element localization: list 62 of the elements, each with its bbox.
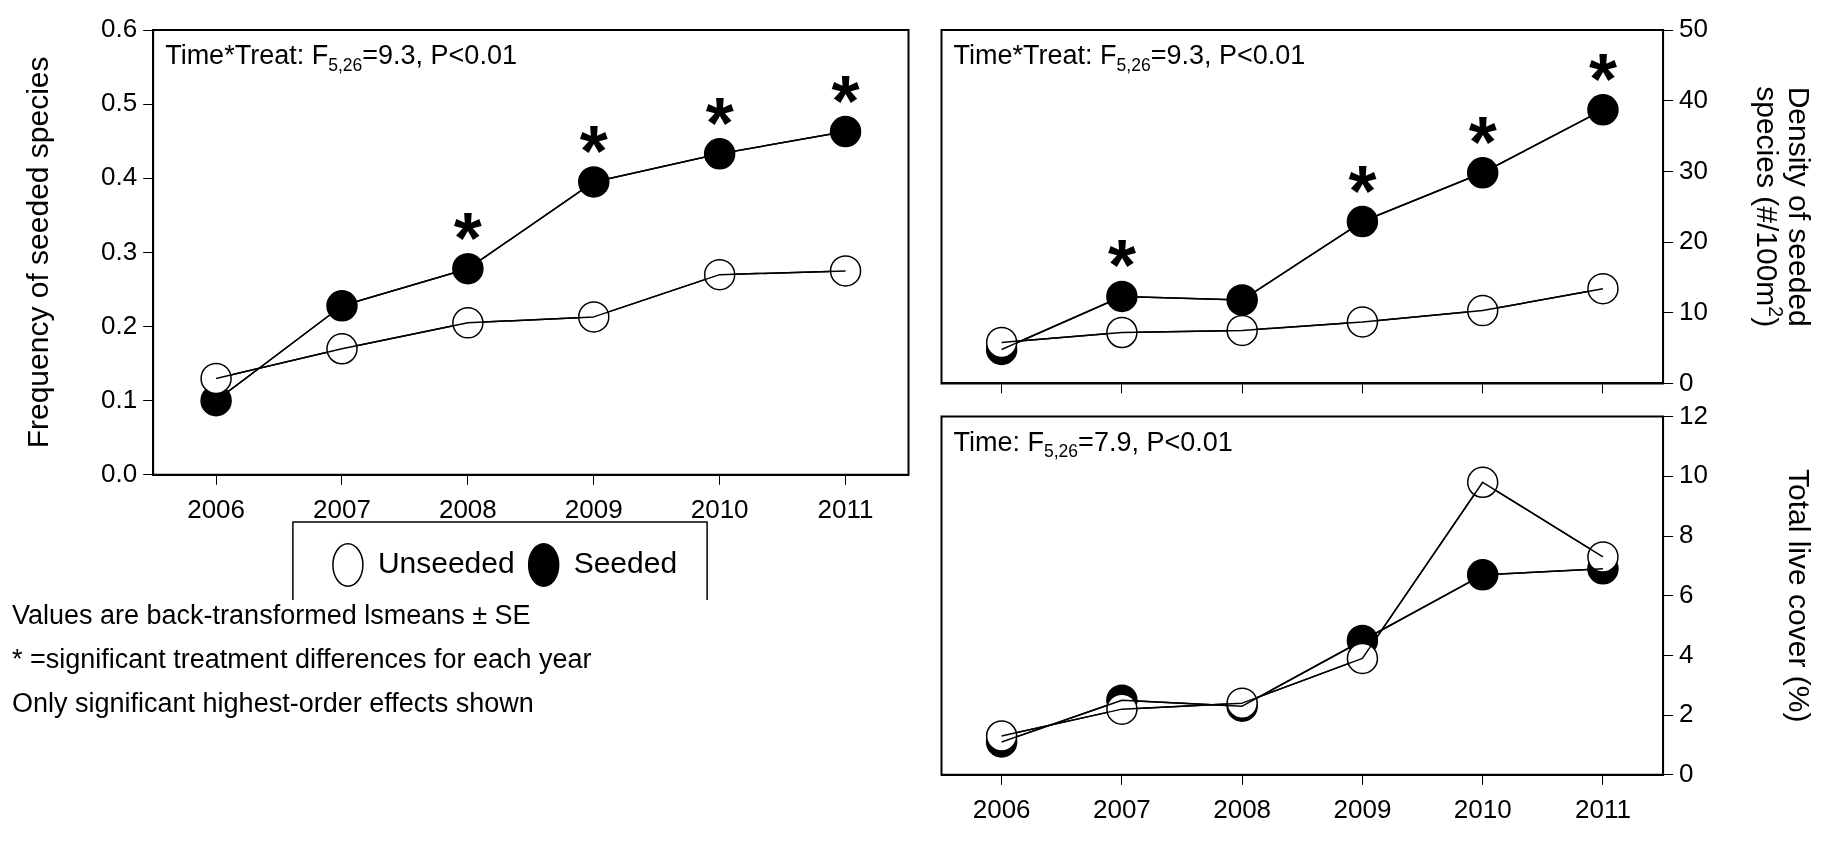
y-tick-label: 20 — [1679, 225, 1708, 256]
annotation: * — [1107, 225, 1136, 306]
annotation: * — [705, 82, 734, 163]
y-tick-label: 12 — [1679, 399, 1708, 430]
x-tick-label: 2008 — [438, 493, 497, 524]
point — [829, 115, 862, 148]
point — [1346, 205, 1379, 238]
annotation: * — [1588, 38, 1617, 119]
x-tick-label: 2010 — [690, 493, 749, 524]
x-tick-label: 2011 — [1574, 793, 1631, 824]
annotation: * — [1468, 101, 1497, 182]
x-tick-label: 2009 — [564, 493, 623, 524]
x-tick-label: 2011 — [817, 493, 874, 524]
y-tick-label: 0.2 — [100, 309, 138, 340]
y-tick-label: 4 — [1679, 638, 1694, 669]
y-tick-label: 10 — [1679, 459, 1708, 490]
y-tick-label: 0.5 — [100, 87, 138, 118]
y-tick-label: 8 — [1679, 519, 1694, 550]
text: Only significant highest-order effects shown — [12, 688, 534, 719]
y-axis-title: Frequency of seeded species — [21, 56, 54, 449]
point — [1466, 157, 1499, 189]
annotation: * — [1348, 150, 1377, 231]
y-tick-label: 0 — [1679, 366, 1694, 397]
point — [1106, 280, 1138, 313]
x-tick-label: 2008 — [1213, 793, 1272, 824]
legend-label: Unseeded — [377, 546, 515, 580]
text: Values are back-transformed lsmeans ± SE — [12, 600, 531, 631]
annotation: * — [831, 60, 860, 141]
legend-label: Seeded — [573, 546, 678, 580]
x-tick-label: 2007 — [1092, 793, 1151, 824]
point — [326, 290, 358, 322]
x-tick-label: 2010 — [1453, 793, 1512, 824]
point — [1226, 284, 1258, 316]
point — [452, 252, 484, 285]
point — [1587, 94, 1619, 126]
text: * =significant treatment differences for each year — [12, 644, 592, 675]
point — [1587, 541, 1619, 573]
y-tick-label: 0.1 — [100, 383, 138, 414]
y-tick-label: 0 — [1679, 757, 1694, 788]
x-tick-label: 2006 — [972, 793, 1031, 824]
point — [703, 138, 736, 170]
y-tick-label: 0.6 — [100, 13, 138, 44]
point — [578, 166, 610, 198]
y-tick-label: 0.0 — [100, 457, 138, 488]
y-tick-label: 6 — [1679, 578, 1694, 609]
x-tick-label: 2007 — [313, 493, 371, 524]
point — [985, 326, 1018, 359]
y-tick-label: 10 — [1679, 295, 1708, 326]
y-tick-label: 2 — [1679, 698, 1694, 729]
y-tick-label: 30 — [1679, 154, 1708, 185]
y-tick-label: 50 — [1679, 13, 1708, 44]
point — [985, 720, 1018, 752]
x-tick-label: 2006 — [187, 493, 246, 524]
y-axis-title: Total live cover (%) — [1782, 469, 1816, 723]
y-tick-label: 40 — [1679, 83, 1708, 114]
annotation: * — [579, 110, 608, 191]
point — [1466, 559, 1499, 591]
y-tick-label: 0.3 — [100, 235, 138, 266]
point — [1346, 642, 1379, 675]
x-tick-label: 2009 — [1333, 793, 1392, 824]
annotation: * — [453, 197, 482, 278]
y-tick-label: 0.4 — [100, 161, 138, 192]
